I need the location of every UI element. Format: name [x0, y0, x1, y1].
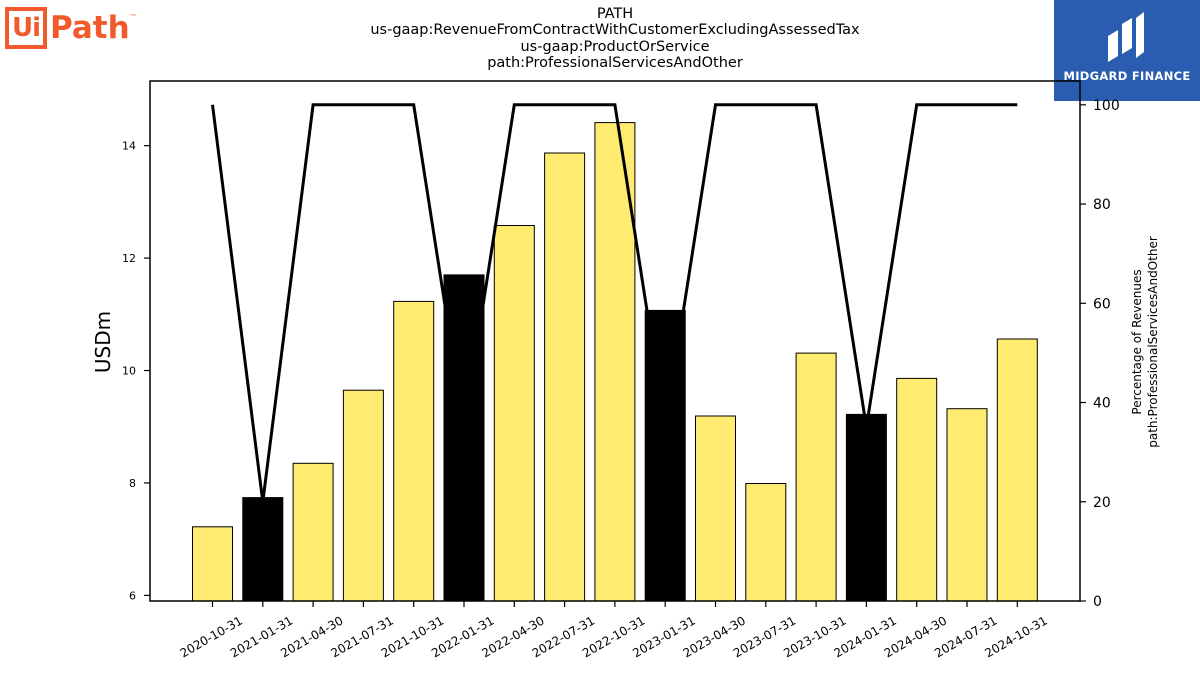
left-tick-label: 14 — [122, 140, 136, 153]
x-axis: 2020-10-312021-01-312021-04-302021-07-31… — [178, 601, 1050, 660]
chart-title: PATH us-gaap:RevenueFromContractWithCust… — [315, 6, 915, 71]
right-tick-label: 60 — [1093, 296, 1111, 312]
bar-2023-10-31 — [795, 352, 837, 602]
right-tick-label: 40 — [1093, 396, 1111, 412]
right-tick-label: 20 — [1093, 495, 1111, 511]
midgard-m-icon — [1108, 12, 1144, 62]
bar-2020-10-31 — [192, 526, 233, 602]
uipath-logo-word: Path — [50, 10, 130, 46]
title-line-ticker: PATH — [596, 6, 634, 22]
bar-2023-04-30 — [695, 415, 736, 602]
bar-2024-07-31 — [946, 408, 988, 602]
bar-2022-07-31 — [544, 152, 586, 602]
left-tick-label: 12 — [122, 252, 136, 265]
uipath-logo-box: Ui — [5, 7, 47, 49]
bar-2023-01-31 — [644, 309, 686, 602]
bar-2024-01-31 — [845, 413, 887, 602]
bar-2023-07-31 — [745, 483, 787, 602]
midgard-finance-logo: MIDGARD FINANCE — [1054, 0, 1200, 101]
bar-2021-04-30 — [292, 462, 334, 602]
bar-2021-01-31 — [242, 497, 284, 602]
right-tick-label: 100 — [1093, 98, 1120, 114]
right-axis: 0 20 40 60 80 100 — [1080, 98, 1120, 610]
trademark-symbol: ™ — [129, 13, 137, 21]
midgard-finance-name: MIDGARD FINANCE — [1063, 69, 1191, 83]
right-axis-label-line2: path:ProfessionalServicesAndOther — [1146, 236, 1160, 448]
y-axis-label: USDm — [91, 311, 115, 373]
bar-2024-04-30 — [896, 377, 938, 602]
title-line-axis: us-gaap:ProductOrService — [520, 38, 710, 55]
right-axis-label-line1: Percentage of Revenues — [1130, 269, 1144, 414]
left-tick-label: 8 — [129, 477, 136, 490]
left-axis: 6 8 10 12 14 — [122, 140, 150, 602]
bars-layer — [192, 122, 1038, 602]
bar-2024-10-31 — [996, 338, 1038, 602]
right-tick-label: 0 — [1093, 594, 1102, 610]
percentage-line — [211, 103, 1018, 502]
bar-2022-04-30 — [493, 225, 535, 602]
bar-2021-10-31 — [393, 300, 435, 602]
left-tick-label: 10 — [122, 365, 136, 378]
bar-2021-07-31 — [342, 389, 384, 602]
bar-2022-10-31 — [594, 122, 636, 602]
left-tick-label: 6 — [129, 589, 136, 602]
title-line-concept: us-gaap:RevenueFromContractWithCustomerE… — [370, 22, 860, 39]
title-line-member: path:ProfessionalServicesAndOther — [487, 54, 743, 71]
uipath-logo: Ui Path ™ — [5, 5, 137, 51]
right-tick-label: 80 — [1093, 197, 1111, 213]
bar-2022-01-31 — [443, 274, 485, 602]
